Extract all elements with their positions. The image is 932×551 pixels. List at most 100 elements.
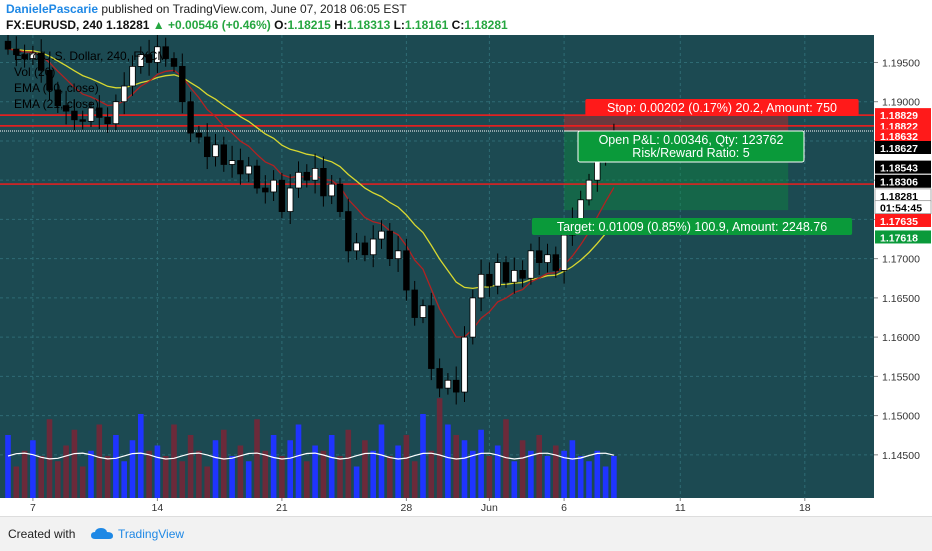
volume-bar [345, 429, 352, 498]
volume-bar [428, 450, 435, 498]
candle-body [286, 187, 294, 212]
price-label: 01:54:45 [880, 203, 922, 215]
price-chart[interactable]: Stop: 0.00202 (0.17%) 20.2, Amount: 750 T… [0, 35, 932, 513]
legend-entry: Euro/U.S. Dollar, 240, FXCM [14, 49, 167, 63]
open-value: 1.18215 [287, 18, 331, 32]
candle-body [71, 110, 78, 121]
volume-bar [503, 419, 509, 498]
price-label: 1.18627 [880, 143, 918, 155]
volume-bar [586, 461, 592, 498]
date-tick-label: 28 [401, 502, 413, 513]
price-label-box [874, 200, 932, 215]
volume-bar [30, 440, 36, 498]
price-tick-label: 1.15500 [882, 371, 920, 383]
volume-ma-line [7, 452, 615, 460]
candle-body [477, 273, 485, 299]
volume-bar [445, 424, 451, 498]
volume-bar [279, 456, 285, 498]
candle-body [203, 136, 211, 158]
price-label-box [875, 213, 931, 227]
footer: Created with TradingView [0, 516, 932, 551]
volume-bar [162, 456, 169, 498]
volume-bar [287, 440, 293, 498]
price-label: 1.18306 [880, 177, 918, 189]
candle-body [104, 116, 111, 125]
candle-body [38, 52, 45, 71]
volume-bar [320, 450, 327, 498]
candle-body [13, 48, 20, 56]
candle-body [270, 179, 277, 193]
tradingview-link[interactable]: TradingView [118, 527, 185, 541]
candle-body [560, 234, 568, 271]
legend-entry: EMA (21, close) [14, 97, 99, 111]
volume-bar [461, 440, 468, 498]
low-label: L: [393, 18, 405, 32]
candle-body [577, 199, 584, 220]
candle-body [303, 171, 310, 181]
date-tick-label: 6 [561, 502, 567, 513]
candle-body [311, 168, 319, 181]
volume-bar [353, 466, 360, 498]
candle-body [519, 270, 526, 279]
price-change: +0.00546 (+0.46%) [168, 18, 271, 32]
volume-bar [470, 450, 476, 498]
price-label: 1.18281 [880, 191, 918, 203]
candle-body [353, 242, 360, 252]
price-label-box [875, 174, 931, 188]
volume-bar [237, 445, 244, 498]
volume-bar [602, 466, 609, 498]
candle-body [145, 54, 153, 63]
close-value: 1.18281 [464, 18, 508, 32]
volume-bar [96, 424, 103, 498]
volume-bar [544, 456, 551, 498]
candle-body [469, 297, 476, 338]
volume-bar [519, 440, 526, 498]
candle-body [162, 46, 169, 59]
volume-bar [304, 461, 310, 498]
date-tick-label: 11 [675, 502, 686, 513]
price-tick-label: 1.19500 [882, 57, 920, 69]
tradingview-cloud-icon [91, 528, 113, 539]
volume-bar [411, 461, 418, 498]
pnl-label-box [577, 130, 805, 163]
candle-body [511, 270, 518, 283]
candle-body [502, 262, 510, 283]
volume-bar [420, 414, 426, 498]
price-label-box [875, 129, 931, 143]
candle-body [436, 368, 443, 389]
candle-body [96, 107, 103, 118]
candle-body [228, 160, 236, 165]
candle-body [536, 250, 543, 263]
price-tick-label: 1.16000 [882, 332, 920, 344]
volume-bar [5, 435, 11, 498]
candle-body [494, 262, 501, 287]
volume-bar [71, 429, 78, 498]
volume-bar [494, 445, 501, 498]
price-label-box [875, 230, 931, 244]
grid-lines [0, 35, 874, 498]
candle-body [278, 179, 286, 212]
candle-body [129, 65, 136, 87]
candle-body [452, 379, 460, 393]
candle-body [361, 242, 369, 256]
volume-bar [536, 435, 542, 498]
author-link[interactable]: DanielePascarie [6, 2, 99, 16]
volume-bar [395, 445, 401, 498]
stop-label-box [585, 99, 859, 116]
volume-bar [553, 445, 559, 498]
volume-bar [171, 424, 177, 498]
legend-entry: Vol (20) [14, 65, 55, 79]
volume-bar [370, 450, 376, 498]
candle-body [428, 305, 435, 369]
candle-body [378, 230, 385, 240]
volume-bar [511, 461, 518, 498]
volume-bar [204, 466, 210, 498]
volume-bar [378, 424, 385, 498]
volume-bar [262, 450, 269, 498]
volume-bar [611, 456, 617, 498]
candle-body [121, 85, 128, 103]
candle-body [112, 101, 120, 125]
target-label-box [531, 218, 853, 235]
volume-bar [187, 435, 194, 498]
candle-body [54, 89, 61, 107]
